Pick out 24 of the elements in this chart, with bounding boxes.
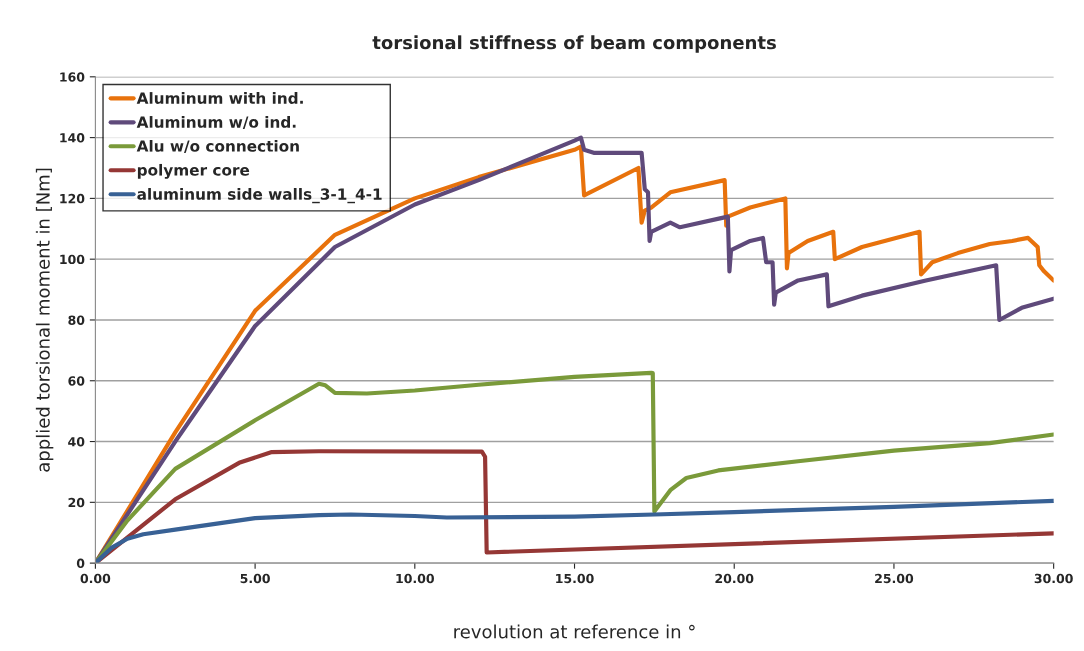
y-tick-label: 80	[68, 315, 85, 325]
x-tick-label: 20.00	[715, 573, 754, 584]
x-tick-label: 30.00	[1034, 573, 1073, 584]
y-tick-label: 20	[68, 497, 85, 508]
legend-label: Alu w/o connection	[136, 140, 299, 154]
x-axis-title: revolution at reference in °	[454, 624, 695, 639]
y-tick-label: 120	[60, 193, 85, 204]
y-tick-label: 140	[60, 133, 85, 143]
y-tick-label: 160	[60, 72, 85, 82]
y-axis-title: applied torsional moment in [Nm]	[35, 168, 54, 472]
y-tick-label: 100	[60, 254, 85, 265]
x-tick-label: 15.00	[556, 573, 594, 584]
legend-label: polymer core	[137, 163, 250, 179]
x-tick-label: 5.00	[240, 573, 270, 584]
y-tick-label: 60	[68, 376, 85, 386]
x-tick-label: 25.00	[875, 573, 914, 584]
y-tick-label: 40	[68, 437, 85, 447]
x-tick-label: 10.00	[396, 573, 434, 584]
x-tick-label: 0.00	[80, 573, 111, 584]
legend-label: aluminum side walls_3-1_4-1	[137, 188, 382, 204]
legend-label: Aluminum with ind.	[136, 92, 303, 104]
legend-label: Aluminum w/o ind.	[136, 116, 296, 130]
chart-title: torsional stiffness of beam components	[372, 35, 776, 53]
y-tick-label: 0	[76, 558, 85, 569]
